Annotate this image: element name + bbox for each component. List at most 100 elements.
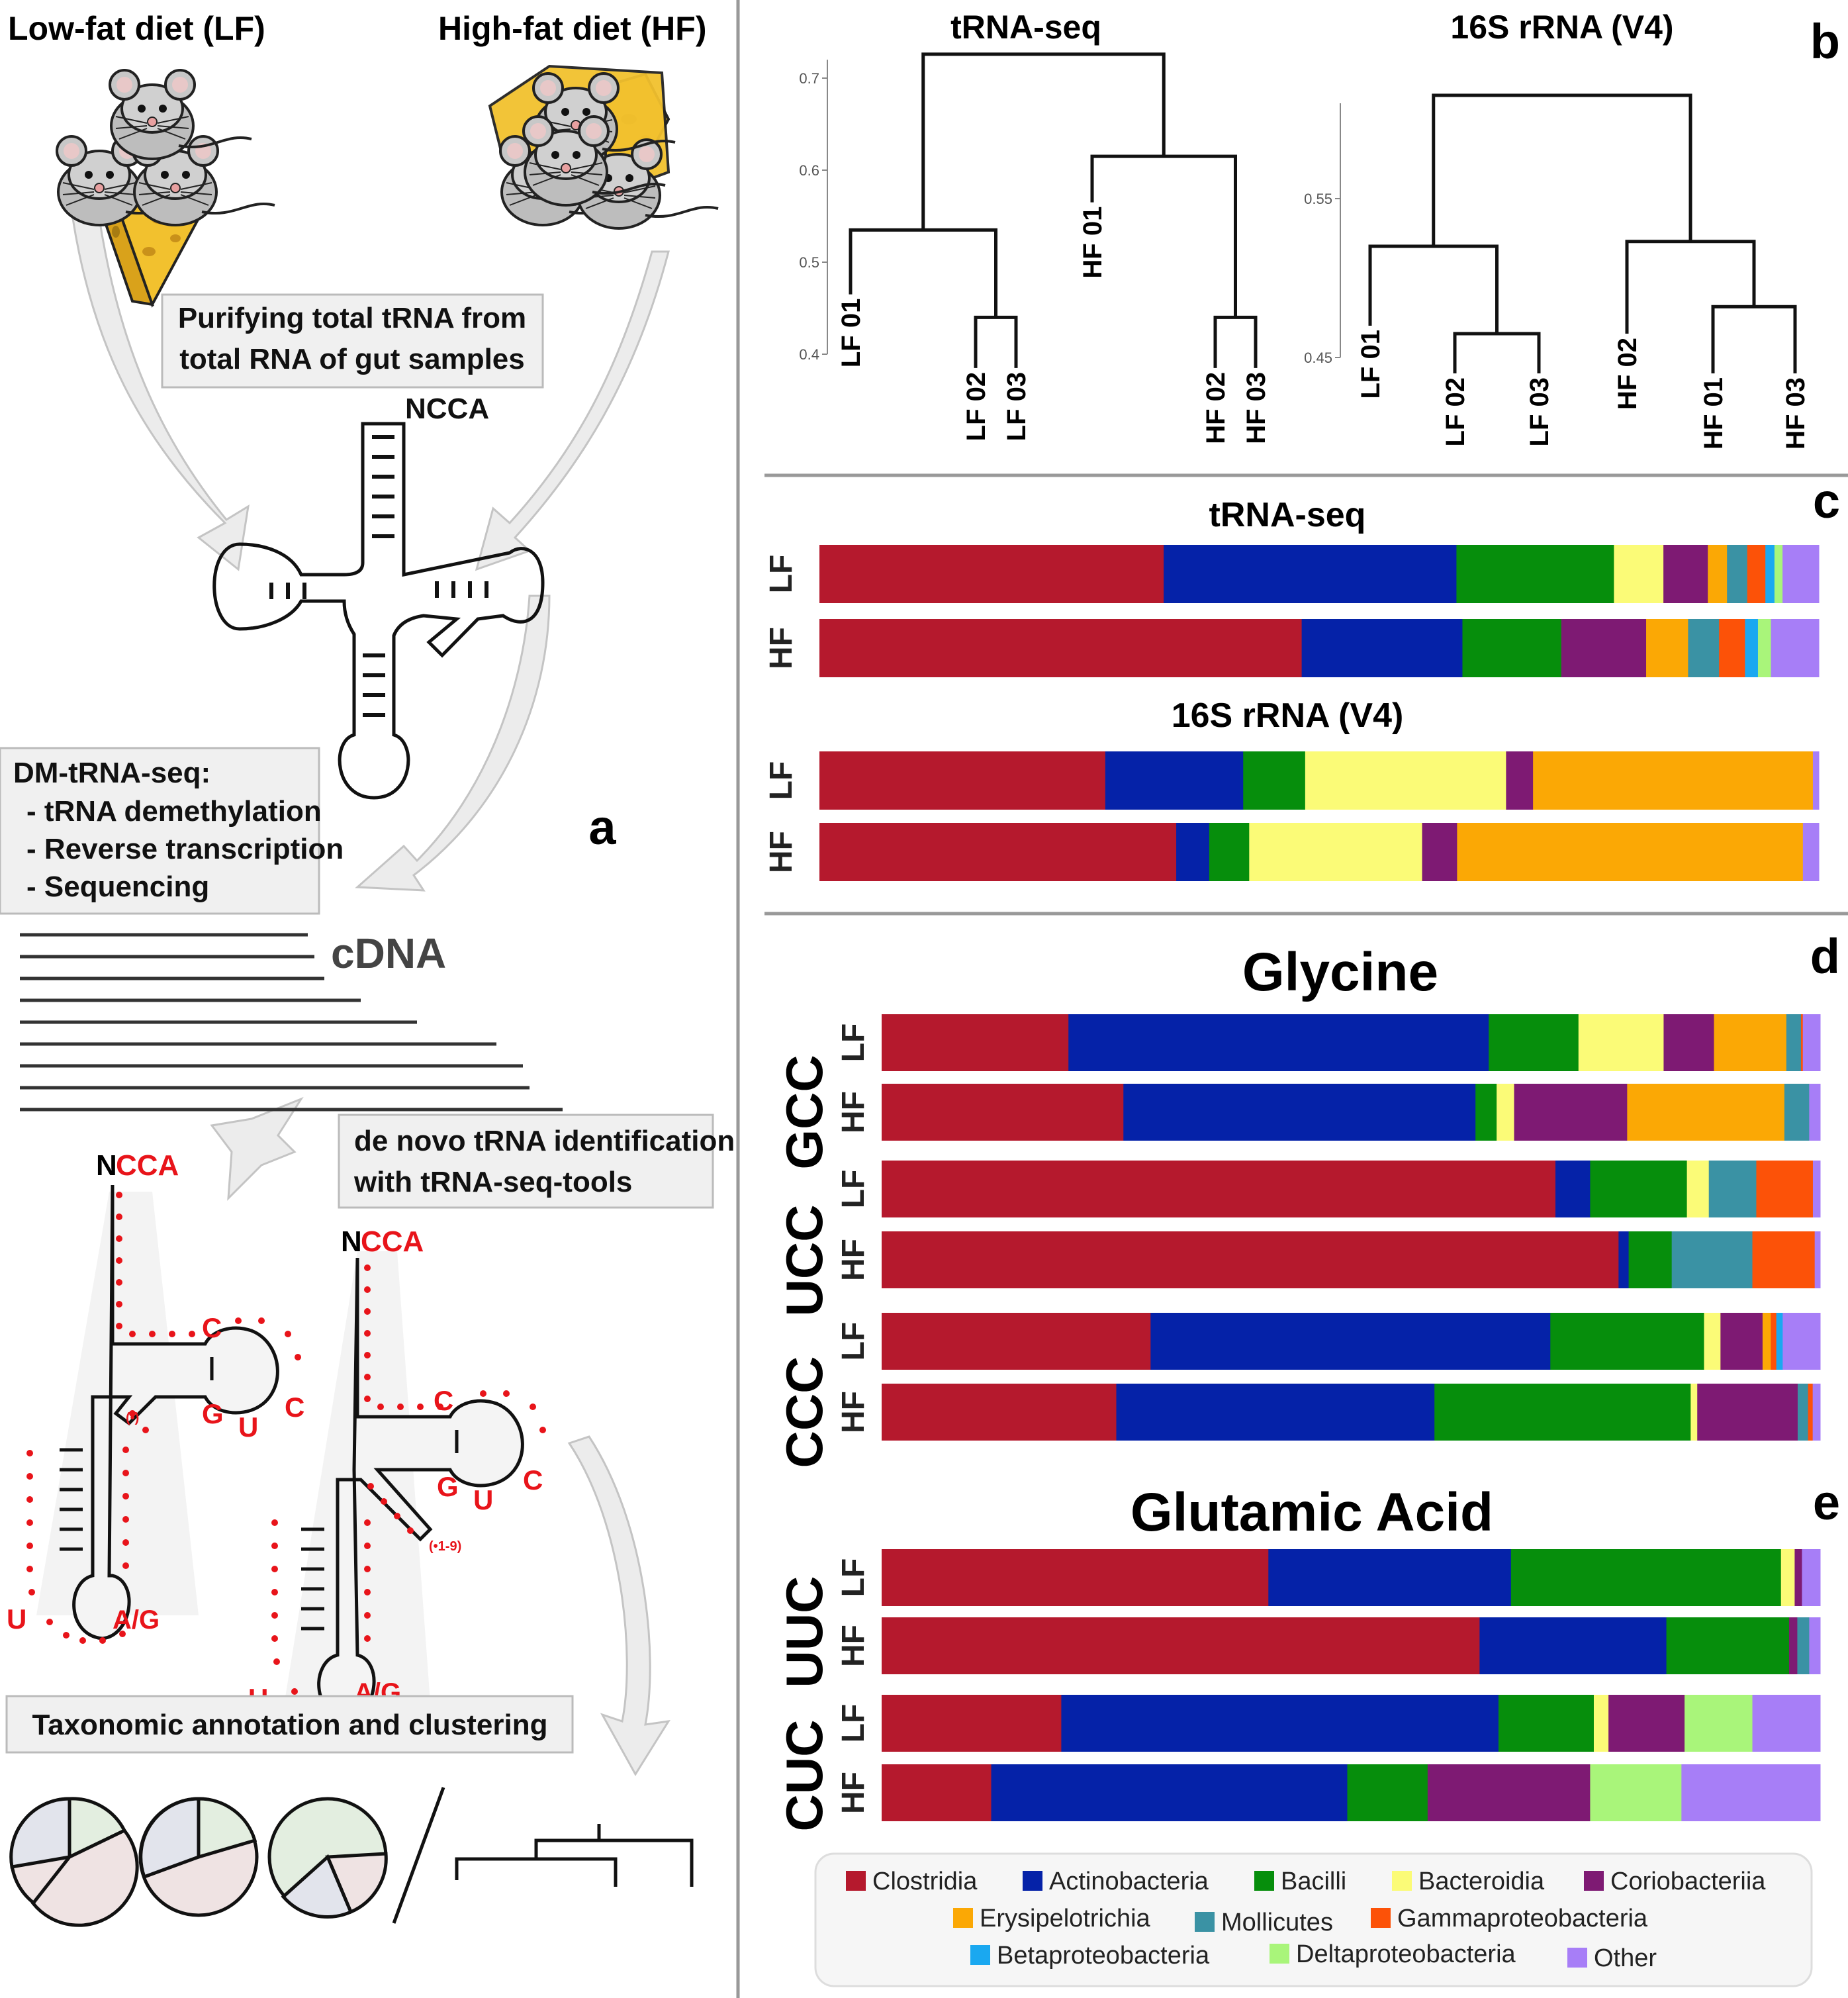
bar-segment: [1498, 1695, 1594, 1752]
bar-segment: [1704, 1313, 1721, 1370]
row-label: LF: [764, 761, 799, 800]
dendro-leaf-label: LF 02: [1441, 377, 1470, 446]
panel-e-glutamic: e Glutamic Acid UUC CUC: [775, 1475, 1840, 1832]
legend-swatch: [846, 1871, 866, 1891]
bar-segment: [1550, 1313, 1704, 1370]
bar-segment: [819, 545, 1164, 603]
bar-segment: [1685, 1695, 1753, 1752]
row-label: HF: [836, 1391, 871, 1433]
bar-segment: [1150, 1313, 1551, 1370]
bar-segment: [1475, 1084, 1497, 1141]
bar-segment: [1497, 1084, 1515, 1141]
legend-label: Actinobacteria: [1049, 1868, 1209, 1895]
codon-ccc: CCC: [775, 1356, 833, 1468]
panel-label-c: c: [1813, 473, 1840, 528]
panel-label-b: b: [1810, 14, 1840, 69]
low-fat-label: Low-fat diet (LF): [8, 10, 265, 47]
legend-swatch: [953, 1908, 973, 1928]
dendro-rrna-title: 16S rRNA (V4): [1450, 9, 1673, 46]
bar-segment: [1608, 1695, 1685, 1752]
var-loop-2: (•1-9): [429, 1539, 461, 1554]
bar-segment: [1663, 1014, 1715, 1071]
row-label: HF: [836, 1772, 871, 1814]
anticodon-g-1: G: [202, 1398, 224, 1429]
legend-label: Deltaproteobacteria: [1296, 1940, 1516, 1968]
codon-cuc: CUC: [775, 1720, 833, 1832]
bar-segment: [1757, 619, 1772, 677]
bar-segment: [1347, 1764, 1428, 1821]
dendro-link: [1090, 154, 1237, 318]
legend-label: Betaproteobacteria: [997, 1942, 1210, 1970]
bar-segment: [1771, 619, 1820, 677]
bar-segment: [1765, 545, 1775, 603]
row-label: LF: [836, 1704, 871, 1743]
panel-label-d: d: [1810, 929, 1840, 984]
bar-segment: [1714, 1014, 1787, 1071]
bar-segment: [1671, 1231, 1753, 1288]
bar-segment: [1457, 823, 1804, 881]
bar-segment: [1780, 1549, 1795, 1606]
bar-segment: [1812, 751, 1820, 810]
bar-segment: [1786, 1014, 1802, 1071]
legend-swatch: [970, 1945, 990, 1965]
dm-title: DM-tRNA-seq:: [13, 757, 210, 789]
dendro-link: [1711, 305, 1797, 373]
bar-segment: [882, 1313, 1151, 1370]
bar-segment: [1068, 1014, 1489, 1071]
bar-segment: [1646, 619, 1688, 677]
bar-segment: [1176, 823, 1210, 881]
bar-segment: [1209, 823, 1250, 881]
bar-segment: [1788, 1617, 1798, 1674]
row-label: LF: [764, 555, 799, 594]
var-loop-1: (•): [126, 1411, 139, 1425]
bar-segment: [1462, 619, 1562, 677]
dm-step3: - Sequencing: [26, 871, 209, 903]
bar-segment: [1434, 1384, 1691, 1441]
legend-label: Other: [1594, 1944, 1657, 1972]
dendro-tick: 0.4: [799, 346, 819, 363]
bar-segment: [1681, 1764, 1821, 1821]
dendro-link: [1453, 332, 1541, 373]
dendrogram-rrna: 0.55 0.45 LF 01 LF 02 LF 03 HF 02 HF 01 HF 03: [1304, 93, 1810, 450]
taxo-label: Taxonomic annotation and clustering: [32, 1709, 547, 1741]
ncca-n-1: N: [96, 1149, 117, 1182]
purify-line2: total RNA of gut samples: [179, 343, 525, 375]
dendro-trna-title: tRNA-seq: [950, 9, 1101, 46]
dendro-link: [974, 315, 1018, 368]
dendro-leaf-label: HF 02: [1201, 372, 1230, 444]
bar-segment: [1249, 823, 1423, 881]
legend: Clostridia Actinobacteria Bacilli Bacteroid…: [814, 1852, 1813, 1987]
bar-segment: [1479, 1617, 1667, 1674]
dendro-link: [849, 228, 997, 318]
bar-segment: [1800, 1014, 1804, 1071]
bar-segment: [1533, 751, 1814, 810]
legend-swatch: [1195, 1912, 1215, 1932]
dendrogram-trna: 0.7 0.6 0.5 0.4 LF 01 LF 02 LF 03 HF 01 HF 02 HF …: [799, 52, 1271, 444]
row-label: HF: [836, 1091, 871, 1133]
glycine-title: Glycine: [1242, 942, 1438, 1002]
dendro-leaf-label: HF 01: [1078, 207, 1107, 279]
dendro-link: [1625, 240, 1756, 334]
panel-c-bars: c tRNA-seq 16S rRNA (V4): [1172, 473, 1840, 735]
anticodon-c-2: C: [434, 1385, 453, 1416]
panel-b-dendrograms: b tRNA-seq 16S rRNA (V4) 0.7 0.6 0.5 0.4 LF …: [799, 9, 1840, 450]
bar-segment: [1514, 1084, 1628, 1141]
bar-segment: [1774, 545, 1783, 603]
row-label: HF: [764, 831, 799, 873]
cdna-reads: [20, 933, 563, 1112]
bar-segment: [819, 751, 1106, 810]
dendro-leaf-label: LF 01: [837, 299, 866, 367]
dm-step1: - tRNA demethylation: [26, 795, 322, 828]
bar-segment: [1809, 1617, 1821, 1674]
dendro-leaf-label: HF 02: [1613, 338, 1642, 410]
bar-segment: [1782, 1313, 1821, 1370]
bar-segment: [1666, 1617, 1790, 1674]
bar-segment: [1628, 1231, 1673, 1288]
row-label: LF: [836, 1558, 871, 1597]
bar-segment: [1747, 545, 1766, 603]
bar-segment: [1794, 1549, 1802, 1606]
bar-segment: [1752, 1231, 1816, 1288]
bar-segment: [1720, 1313, 1763, 1370]
cdna-label: cDNA: [331, 929, 446, 977]
